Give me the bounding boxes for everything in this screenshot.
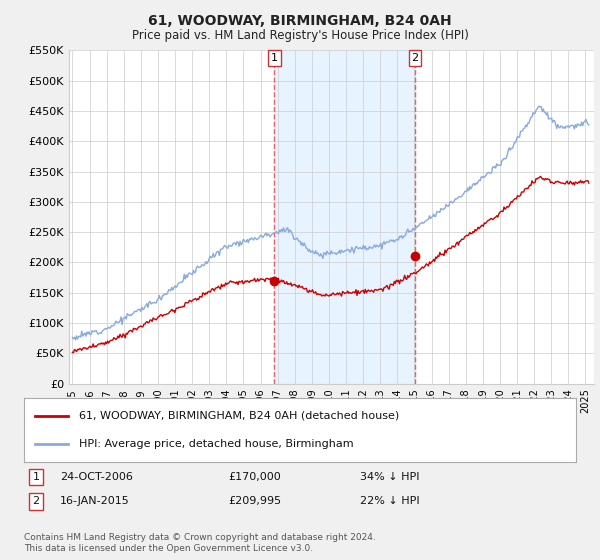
Text: 16-JAN-2015: 16-JAN-2015 — [60, 496, 130, 506]
Text: 61, WOODWAY, BIRMINGHAM, B24 0AH: 61, WOODWAY, BIRMINGHAM, B24 0AH — [148, 14, 452, 28]
Text: 34% ↓ HPI: 34% ↓ HPI — [360, 472, 419, 482]
Text: 22% ↓ HPI: 22% ↓ HPI — [360, 496, 419, 506]
Text: Contains HM Land Registry data © Crown copyright and database right 2024.
This d: Contains HM Land Registry data © Crown c… — [24, 533, 376, 553]
Text: 2: 2 — [412, 53, 419, 63]
Text: 61, WOODWAY, BIRMINGHAM, B24 0AH (detached house): 61, WOODWAY, BIRMINGHAM, B24 0AH (detach… — [79, 410, 400, 421]
Text: 1: 1 — [32, 472, 40, 482]
Bar — [274, 50, 415, 384]
Text: £170,000: £170,000 — [228, 472, 281, 482]
Text: 1: 1 — [271, 53, 278, 63]
Text: £209,995: £209,995 — [228, 496, 281, 506]
Text: 2: 2 — [32, 496, 40, 506]
Text: 24-OCT-2006: 24-OCT-2006 — [60, 472, 133, 482]
Text: Price paid vs. HM Land Registry's House Price Index (HPI): Price paid vs. HM Land Registry's House … — [131, 29, 469, 42]
Text: HPI: Average price, detached house, Birmingham: HPI: Average price, detached house, Birm… — [79, 439, 354, 449]
